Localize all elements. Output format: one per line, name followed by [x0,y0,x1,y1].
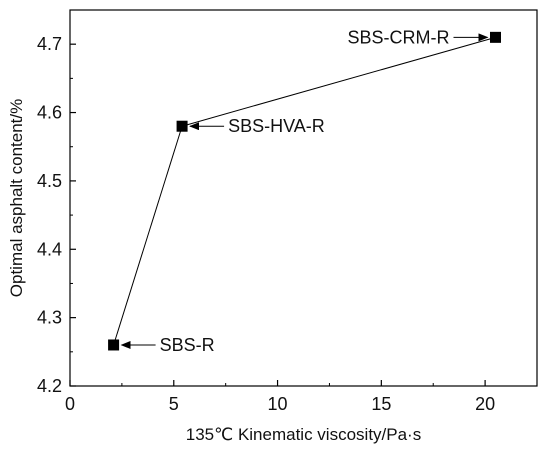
y-tick-label: 4.5 [37,171,62,191]
x-tick-label: 20 [475,394,495,414]
x-tick-label: 5 [169,394,179,414]
plot-frame [69,9,538,387]
y-tick-label: 4.6 [37,103,62,123]
series-line-segment [181,36,496,127]
y-tick-label: 4.7 [37,34,62,54]
x-tick-label: 0 [65,394,75,414]
data-point-marker [108,339,120,351]
point-label: SBS-R [160,335,215,355]
y-tick-label: 4.2 [37,376,62,396]
y-tick-label: 4.4 [37,239,62,259]
y-axis-title: Optimal asphalt content/% [7,99,26,297]
point-label: SBS-HVA-R [228,116,325,136]
y-tick-label: 4.3 [37,308,62,328]
series-line-segment [113,126,183,346]
axis-ticks: 0 5 10 15 20 4.2 4.3 4.4 4.5 4.6 4.7 [37,9,495,414]
connector-lines [113,36,496,346]
x-axis-title: 135℃ Kinematic viscosity/Pa·s [186,425,421,444]
x-tick-label: 10 [268,394,288,414]
data-point-marker [176,120,188,132]
data-point-marker [489,31,501,43]
annotations: SBS-R SBS-HVA-R SBS-CRM-R [120,27,489,355]
x-tick-label: 15 [371,394,391,414]
point-label: SBS-CRM-R [347,27,449,47]
data-points [108,31,501,351]
plot-border [69,9,538,387]
